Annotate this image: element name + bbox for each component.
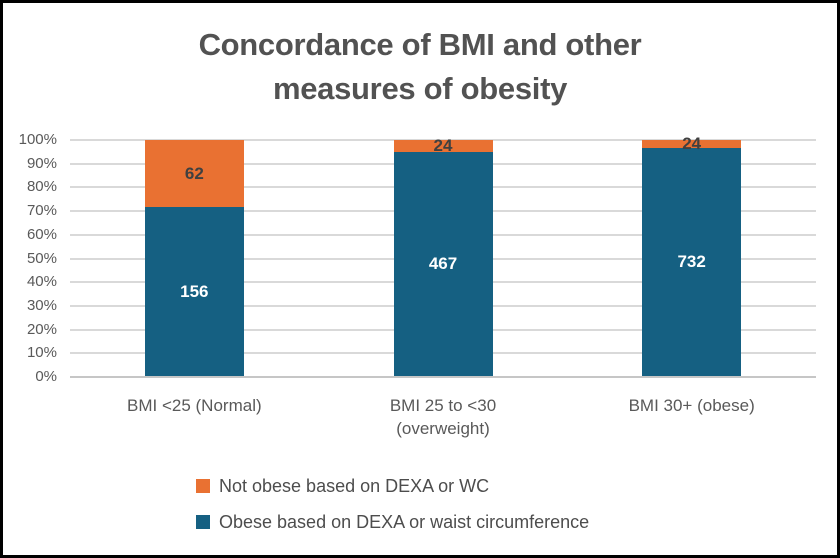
legend-label: Obese based on DEXA or waist circumferen… [219,512,590,532]
y-tick-label: 0% [35,368,57,385]
y-tick-label: 60% [26,225,57,243]
bar-segment-obese [393,151,493,377]
chart-title-line-2: measures of obesity [272,71,568,106]
legend-item: Not obese based on DEXA or WC [196,476,636,496]
y-tick-label: 30% [26,296,57,314]
x-category-label-line: BMI 30+ (obese) [628,396,755,415]
y-tick-label: 10% [26,344,57,362]
data-label: 24 [433,135,453,155]
y-tick-label: 40% [26,273,57,291]
y-tick-label: 70% [26,202,57,220]
x-category-label: BMI 25 to <30 (overweight) [313,394,573,440]
x-category-label-line: BMI 25 to <30 [389,396,497,415]
bar-segment-not-obese [642,140,742,148]
chart-title-line-1: Concordance of BMI and other [198,27,642,62]
y-tick-label: 100% [18,131,57,148]
y-tick-label: 90% [26,154,57,172]
bar-segment-obese [144,207,244,377]
legend-item: Obese based on DEXA or waist circumferen… [196,512,636,532]
data-label: 24 [682,133,702,153]
legend-label: Not obese based on DEXA or WC [219,476,490,496]
data-label: 62 [184,163,204,183]
chart-title: Concordance of BMI and other measures of… [3,23,837,111]
data-label: 732 [677,252,706,272]
data-label: 467 [428,254,458,274]
x-category-label-line: (overweight) [396,419,490,438]
bar-segment-not-obese [144,140,244,208]
x-category-label: BMI 30+ (obese) [562,394,822,417]
data-label: 156 [180,282,209,302]
x-category-label-line: BMI <25 (Normal) [127,396,262,415]
y-tick-label: 20% [26,320,57,338]
x-axis-line [70,376,816,378]
y-tick-label: 50% [26,249,57,267]
x-category-label: BMI <25 (Normal) [64,394,324,417]
legend-swatch [196,515,210,529]
bar-segment-not-obese [393,140,493,152]
y-tick-label: 80% [26,178,57,196]
bar-segment-obese [642,147,742,377]
legend-swatch [196,479,210,493]
